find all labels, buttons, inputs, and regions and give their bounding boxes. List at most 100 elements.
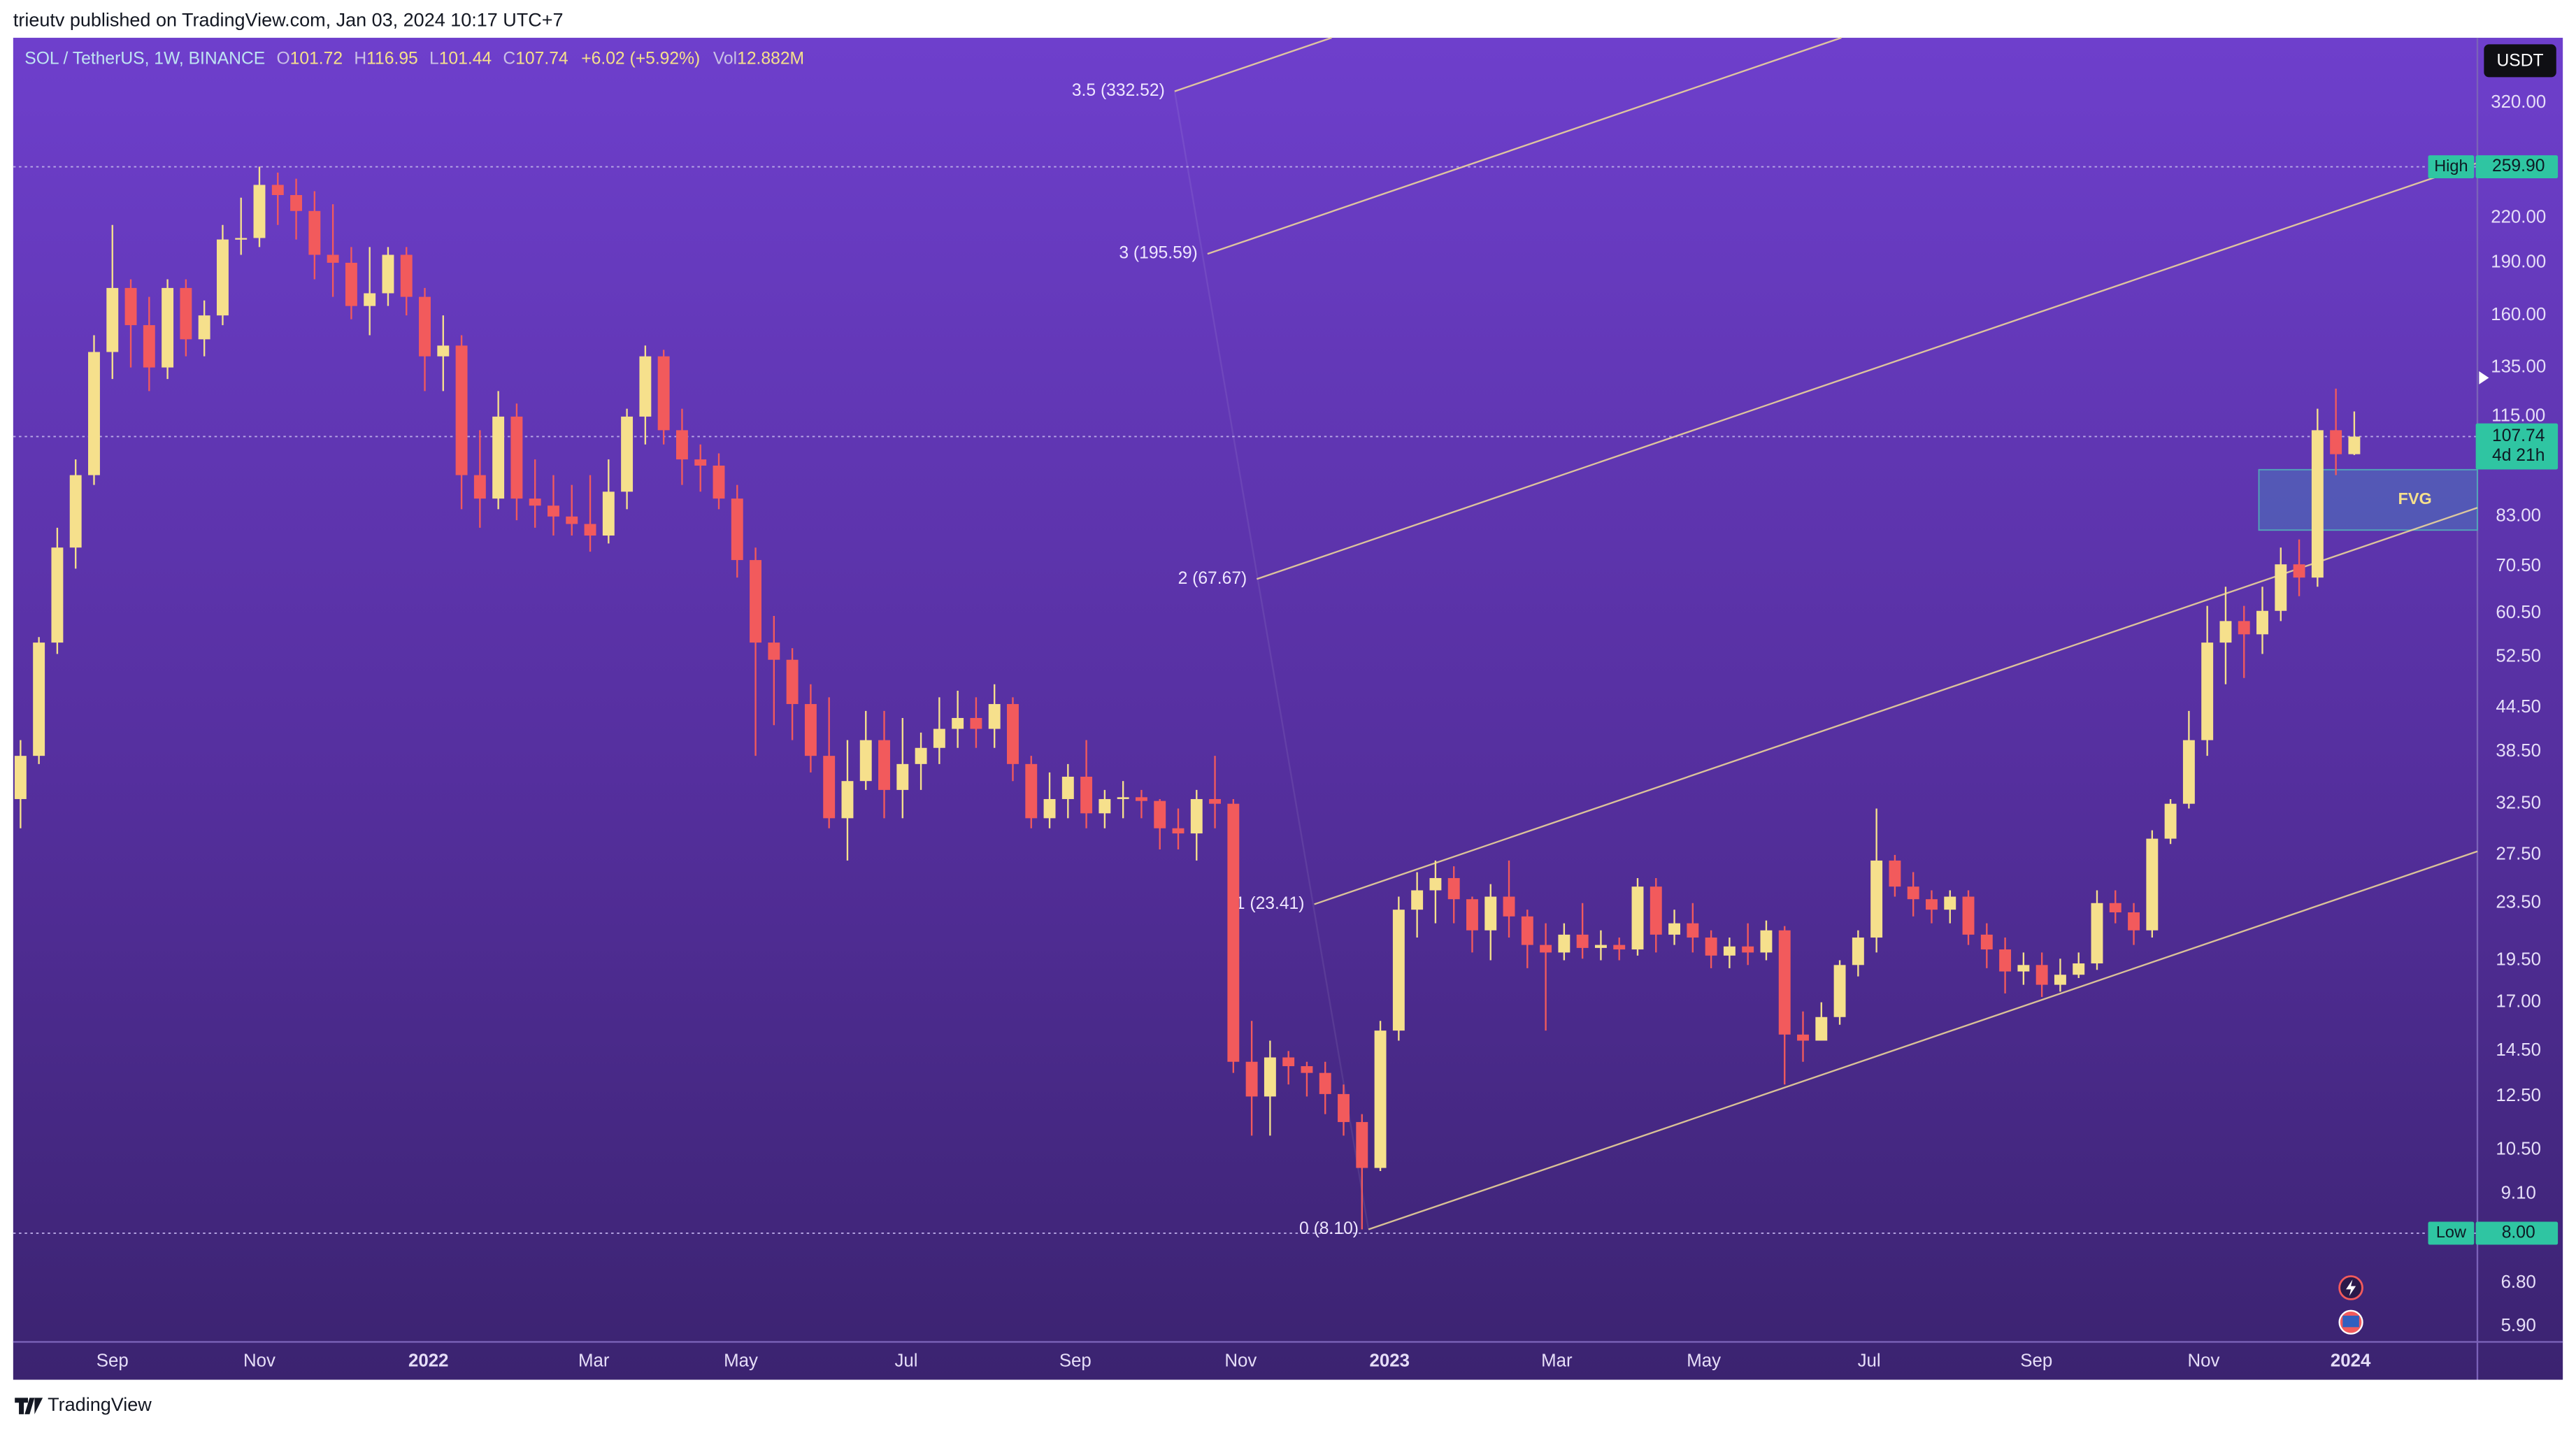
candle-body bbox=[1429, 877, 1442, 891]
fib-line bbox=[1207, 36, 1842, 255]
candle-body bbox=[327, 254, 339, 263]
candle-body bbox=[69, 475, 82, 548]
candle-body bbox=[2054, 975, 2066, 985]
candle-body bbox=[1668, 923, 1681, 935]
candle-body bbox=[1980, 934, 1993, 950]
candle-body bbox=[253, 185, 266, 238]
header: trieutv published on TradingView.com, Ja… bbox=[13, 10, 564, 31]
candle-body bbox=[1907, 886, 1919, 900]
candle-body bbox=[1209, 798, 1222, 804]
legend-value: 101.44 bbox=[439, 49, 492, 68]
candle-body bbox=[657, 356, 670, 431]
fib-line bbox=[1256, 161, 2478, 580]
candle-body bbox=[1687, 923, 1699, 938]
y-tick-label: 17.00 bbox=[2496, 991, 2541, 1011]
candle-body bbox=[235, 238, 248, 240]
candle-body bbox=[1117, 797, 1129, 799]
candle-body bbox=[1466, 899, 1478, 931]
fib-label: 1 (23.41) bbox=[1236, 894, 1305, 913]
x-tick-label: Sep bbox=[1059, 1351, 1092, 1371]
candle-body bbox=[2275, 564, 2287, 611]
candle-body bbox=[492, 416, 505, 499]
fib-label: 3 (195.59) bbox=[1119, 244, 1197, 263]
y-tick-label: 220.00 bbox=[2491, 207, 2546, 227]
candle-body bbox=[1852, 938, 1864, 965]
fib-line bbox=[1174, 36, 1332, 92]
candle-body bbox=[290, 194, 303, 211]
currency-button[interactable] bbox=[2484, 44, 2556, 78]
scroll-arrow[interactable] bbox=[2479, 371, 2489, 385]
candle-body bbox=[1870, 860, 1883, 938]
legend-value: 101.72 bbox=[290, 49, 343, 68]
candle-body bbox=[143, 325, 155, 368]
y-tick-label: 60.50 bbox=[2496, 603, 2541, 622]
legend-key: O bbox=[276, 49, 289, 68]
y-tick-label: 38.50 bbox=[2496, 741, 2541, 761]
candle-body bbox=[804, 704, 817, 756]
candle-body bbox=[1962, 896, 1975, 935]
y-tick-label: 135.00 bbox=[2491, 357, 2546, 376]
candle-body bbox=[1172, 828, 1185, 834]
currency-label[interactable]: USDT bbox=[2497, 52, 2544, 71]
candle-body bbox=[2330, 430, 2342, 454]
candle-body bbox=[548, 505, 559, 517]
candle-body bbox=[1392, 910, 1405, 1031]
candle-body bbox=[1099, 798, 1111, 814]
legend-key: H bbox=[354, 49, 366, 68]
candle-body bbox=[2164, 803, 2177, 839]
candle-body bbox=[1558, 934, 1570, 953]
candle-body bbox=[1264, 1057, 1276, 1097]
y-tick-label: 10.50 bbox=[2496, 1140, 2541, 1159]
candle-body bbox=[162, 287, 174, 368]
x-tick-label: Jul bbox=[1858, 1351, 1881, 1371]
x-tick-label: 2023 bbox=[1369, 1351, 1409, 1371]
candle-body bbox=[216, 239, 229, 316]
candle-body bbox=[859, 740, 872, 782]
candle-body bbox=[750, 560, 762, 643]
candle-body bbox=[2146, 838, 2159, 931]
candle-body bbox=[878, 740, 890, 790]
chart-background bbox=[13, 38, 2563, 1380]
candle-body bbox=[1594, 945, 1607, 948]
x-tick-label: Nov bbox=[2187, 1351, 2219, 1371]
candle-body bbox=[510, 416, 523, 499]
candle-body bbox=[1650, 886, 1662, 935]
last-price-countdown: 4d 21h bbox=[2492, 446, 2545, 465]
x-tick-label: May bbox=[724, 1351, 758, 1371]
candle-body bbox=[1025, 763, 1038, 819]
candle-body bbox=[675, 430, 688, 460]
candle-body bbox=[2128, 912, 2140, 931]
x-tick-label: Mar bbox=[1541, 1351, 1573, 1371]
candle-body bbox=[1742, 946, 1754, 953]
candle-body bbox=[1411, 890, 1424, 910]
candle-body bbox=[1282, 1057, 1295, 1067]
legend-key: Vol bbox=[713, 49, 737, 68]
x-tick-label: May bbox=[1687, 1351, 1721, 1371]
candle-body bbox=[1797, 1034, 1809, 1041]
fvg-zone bbox=[2258, 468, 2478, 531]
candle-body bbox=[14, 756, 27, 799]
x-tick-label: Nov bbox=[1224, 1351, 1257, 1371]
fib-label: 3.5 (332.52) bbox=[1072, 81, 1165, 100]
footer-logo bbox=[15, 1398, 43, 1414]
candle-body bbox=[1889, 860, 1901, 887]
candle-body bbox=[566, 516, 578, 524]
candle-body bbox=[1999, 949, 2012, 972]
y-tick-label: 32.50 bbox=[2496, 793, 2541, 812]
candle-body bbox=[455, 345, 468, 475]
candle-body bbox=[1374, 1031, 1387, 1168]
candle-body bbox=[952, 717, 964, 729]
candle-body bbox=[621, 416, 634, 492]
candle-body bbox=[180, 287, 192, 340]
price-tag-label: Low bbox=[2436, 1223, 2467, 1241]
y-tick-label: 52.50 bbox=[2496, 646, 2541, 666]
y-tick-label: 70.50 bbox=[2496, 556, 2541, 575]
candle-body bbox=[1613, 945, 1626, 950]
candle-body bbox=[2348, 436, 2361, 454]
y-tick-label: 12.50 bbox=[2496, 1086, 2541, 1105]
fib-label: 0 (8.10) bbox=[1299, 1219, 1359, 1238]
candle-body bbox=[1540, 945, 1552, 953]
x-tick-label: Nov bbox=[243, 1351, 276, 1371]
candle-body bbox=[2256, 610, 2268, 635]
